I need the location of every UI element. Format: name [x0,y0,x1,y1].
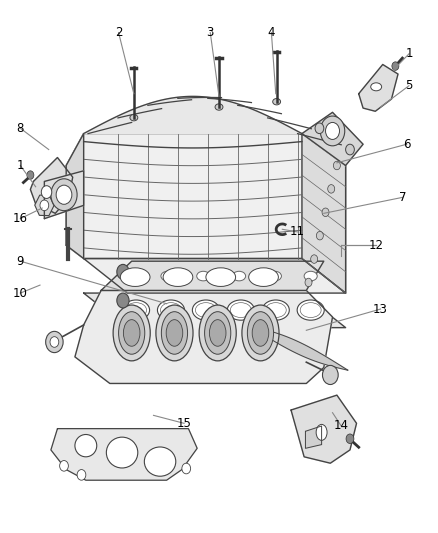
Text: 13: 13 [373,303,388,316]
Ellipse shape [157,300,184,320]
Ellipse shape [197,271,210,281]
Text: 15: 15 [177,417,191,430]
Text: 9: 9 [17,255,24,268]
Circle shape [117,264,129,279]
Polygon shape [44,171,84,219]
Ellipse shape [252,320,269,346]
Ellipse shape [316,424,327,440]
Ellipse shape [199,305,236,361]
Circle shape [305,278,312,287]
Circle shape [27,171,34,179]
Circle shape [46,332,63,353]
Polygon shape [75,290,332,383]
Polygon shape [84,259,346,293]
Polygon shape [101,261,324,290]
Text: 3: 3 [207,26,214,39]
Circle shape [51,179,77,211]
Circle shape [182,463,191,474]
Ellipse shape [163,268,193,286]
Ellipse shape [205,312,231,354]
Ellipse shape [206,268,236,286]
Ellipse shape [123,300,150,320]
Circle shape [322,208,329,216]
Polygon shape [84,293,346,328]
Polygon shape [84,96,302,134]
Ellipse shape [268,271,282,281]
Ellipse shape [75,434,97,457]
Text: 8: 8 [17,122,24,135]
Ellipse shape [215,104,223,110]
Circle shape [320,116,345,146]
Ellipse shape [130,115,138,121]
Circle shape [315,123,324,134]
Circle shape [41,185,52,198]
Ellipse shape [113,305,150,361]
Text: 1: 1 [17,159,24,172]
Ellipse shape [192,300,219,320]
Circle shape [392,62,399,70]
Ellipse shape [120,268,150,286]
Circle shape [77,470,86,480]
Circle shape [346,434,354,443]
Ellipse shape [227,300,254,320]
Ellipse shape [247,312,274,354]
Polygon shape [291,395,357,463]
Circle shape [56,185,72,204]
Circle shape [311,255,318,263]
Ellipse shape [209,320,226,346]
Ellipse shape [297,300,324,320]
Text: 6: 6 [403,138,410,151]
Polygon shape [305,426,321,448]
Circle shape [60,461,68,471]
Text: 2: 2 [115,26,122,39]
Polygon shape [51,429,197,480]
Ellipse shape [371,83,381,91]
Circle shape [325,123,339,140]
Circle shape [333,161,340,169]
Circle shape [50,337,59,348]
Text: 14: 14 [334,419,349,432]
Polygon shape [66,134,346,293]
Polygon shape [302,112,363,165]
Circle shape [322,366,338,384]
Ellipse shape [249,268,279,286]
Ellipse shape [156,305,193,361]
Text: 4: 4 [268,26,275,39]
Polygon shape [66,134,84,259]
Ellipse shape [262,300,289,320]
Ellipse shape [145,447,176,476]
Circle shape [328,184,335,193]
Ellipse shape [124,320,140,346]
Polygon shape [302,134,346,293]
Text: 12: 12 [369,239,384,252]
Circle shape [117,293,129,308]
Ellipse shape [161,271,174,281]
Circle shape [346,144,354,155]
Circle shape [40,200,49,211]
Ellipse shape [161,312,187,354]
Ellipse shape [166,320,183,346]
Circle shape [316,231,323,240]
Ellipse shape [233,271,246,281]
Polygon shape [250,326,348,370]
Ellipse shape [125,271,138,281]
Ellipse shape [119,312,145,354]
Text: 10: 10 [13,287,28,300]
Polygon shape [359,64,398,111]
Text: 11: 11 [290,225,305,238]
Polygon shape [30,158,73,213]
Ellipse shape [106,437,138,468]
Text: 1: 1 [405,47,413,60]
Text: 5: 5 [405,79,413,92]
Ellipse shape [242,305,279,361]
Text: 16: 16 [13,212,28,225]
Ellipse shape [304,271,317,281]
Ellipse shape [273,99,281,105]
Text: 7: 7 [399,191,406,204]
